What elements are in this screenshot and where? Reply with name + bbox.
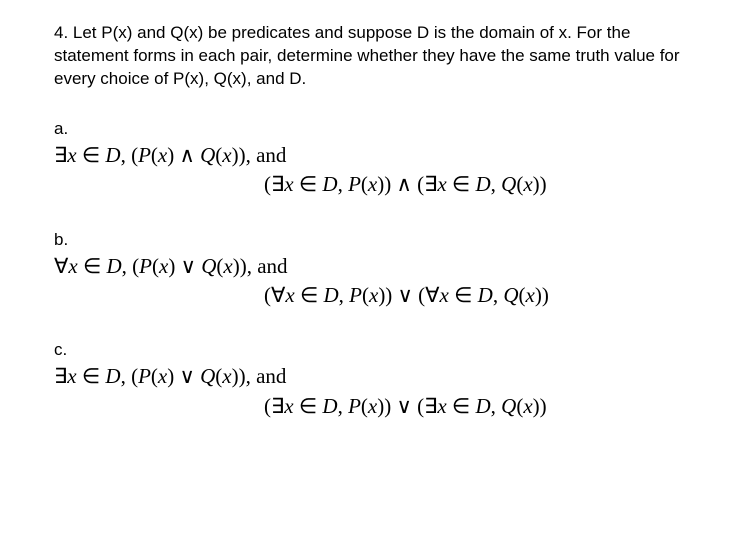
var-x: x — [158, 364, 167, 388]
domain-d: D — [107, 254, 122, 278]
part-b-line2: (∀x ∈ D, P(x)) ∨ (∀x ∈ D, Q(x)) — [54, 281, 702, 310]
text: , ( — [121, 364, 139, 388]
text: ) ∨ — [167, 364, 200, 388]
var-x: x — [68, 254, 77, 278]
page: 4. Let P(x) and Q(x) be predicates and s… — [0, 0, 756, 421]
part-a-line1: ∃x ∈ D, (P(x) ∧ Q(x)), and — [54, 141, 702, 170]
part-c-line1: ∃x ∈ D, (P(x) ∨ Q(x)), and — [54, 362, 702, 391]
var-x: x — [67, 364, 76, 388]
paren: ( — [152, 254, 159, 278]
text: )), and — [232, 143, 287, 167]
part-a-line2: (∃x ∈ D, P(x)) ∧ (∃x ∈ D, Q(x)) — [54, 170, 702, 199]
text: )), and — [233, 254, 288, 278]
text: ) ∧ — [167, 143, 200, 167]
forall-symbol: ∀ — [54, 254, 68, 278]
part-b-label: b. — [54, 230, 702, 250]
predicate-p: P — [138, 143, 151, 167]
var-x: x — [222, 143, 231, 167]
var-x: x — [67, 143, 76, 167]
domain-d: D — [105, 143, 120, 167]
exists-symbol: ∃ — [54, 143, 67, 167]
part-c: c. ∃x ∈ D, (P(x) ∨ Q(x)), and (∃x ∈ D, P… — [54, 340, 702, 421]
exists-symbol: ∃ — [54, 364, 67, 388]
part-c-line2: (∃x ∈ D, P(x)) ∨ (∃x ∈ D, Q(x)) — [54, 392, 702, 421]
predicate-q: Q — [201, 254, 216, 278]
part-b: b. ∀x ∈ D, (P(x) ∨ Q(x)), and (∀x ∈ D, P… — [54, 230, 702, 311]
text: ) ∨ — [168, 254, 201, 278]
text: , ( — [122, 254, 140, 278]
part-b-line1: ∀x ∈ D, (P(x) ∨ Q(x)), and — [54, 252, 702, 281]
element-of: ∈ — [77, 143, 106, 167]
var-x: x — [222, 364, 231, 388]
paren: ( — [151, 364, 158, 388]
var-x: x — [158, 143, 167, 167]
predicate-q: Q — [200, 143, 215, 167]
problem-intro: 4. Let P(x) and Q(x) be predicates and s… — [54, 22, 702, 91]
domain-d: D — [105, 364, 120, 388]
part-a-label: a. — [54, 119, 702, 139]
part-c-label: c. — [54, 340, 702, 360]
text: , ( — [121, 143, 139, 167]
predicate-q: Q — [200, 364, 215, 388]
text: )), and — [232, 364, 287, 388]
paren: ( — [151, 143, 158, 167]
var-x: x — [223, 254, 232, 278]
var-x: x — [159, 254, 168, 278]
predicate-p: P — [138, 364, 151, 388]
element-of: ∈ — [77, 364, 106, 388]
predicate-p: P — [139, 254, 152, 278]
element-of: ∈ — [78, 254, 107, 278]
part-a: a. ∃x ∈ D, (P(x) ∧ Q(x)), and (∃x ∈ D, P… — [54, 119, 702, 200]
